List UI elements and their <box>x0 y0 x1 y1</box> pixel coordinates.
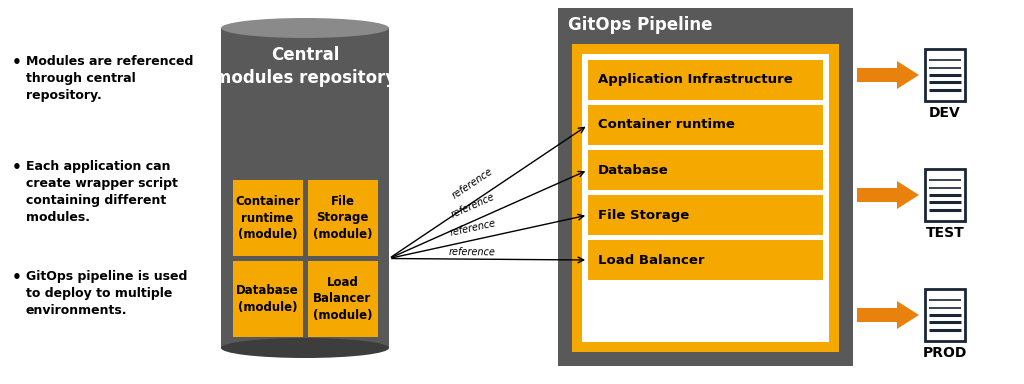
FancyBboxPatch shape <box>307 261 378 337</box>
FancyBboxPatch shape <box>558 8 853 366</box>
FancyBboxPatch shape <box>572 44 839 352</box>
FancyBboxPatch shape <box>925 49 965 101</box>
Text: •: • <box>12 160 22 175</box>
Polygon shape <box>857 301 919 329</box>
FancyBboxPatch shape <box>588 105 823 145</box>
Text: reference: reference <box>450 191 496 219</box>
Text: Load
Balancer
(module): Load Balancer (module) <box>312 276 373 322</box>
FancyBboxPatch shape <box>588 150 823 190</box>
Text: GitOps Pipeline: GitOps Pipeline <box>568 16 713 34</box>
Text: TEST: TEST <box>926 226 965 240</box>
FancyBboxPatch shape <box>588 240 823 280</box>
Text: Load Balancer: Load Balancer <box>598 253 705 266</box>
Text: Database: Database <box>598 164 669 177</box>
Text: •: • <box>12 270 22 285</box>
Polygon shape <box>857 181 919 209</box>
Text: reference: reference <box>449 218 497 238</box>
Text: Each application can
create wrapper script
containing different
modules.: Each application can create wrapper scri… <box>26 160 178 224</box>
Text: Container
runtime
(module): Container runtime (module) <box>234 195 300 241</box>
FancyBboxPatch shape <box>232 180 302 256</box>
FancyBboxPatch shape <box>925 289 965 341</box>
Text: Central
modules repository: Central modules repository <box>214 46 396 87</box>
FancyBboxPatch shape <box>925 169 965 221</box>
Text: Application Infrastructure: Application Infrastructure <box>598 73 793 86</box>
Ellipse shape <box>221 338 389 358</box>
Text: File Storage: File Storage <box>598 209 689 222</box>
Text: reference: reference <box>450 247 496 257</box>
Text: Database
(module): Database (module) <box>237 284 299 314</box>
FancyBboxPatch shape <box>232 261 302 337</box>
Text: GitOps pipeline is used
to deploy to multiple
environments.: GitOps pipeline is used to deploy to mul… <box>26 270 187 317</box>
Ellipse shape <box>221 18 389 38</box>
Text: reference: reference <box>451 166 495 200</box>
FancyBboxPatch shape <box>221 28 389 348</box>
FancyBboxPatch shape <box>588 60 823 100</box>
Text: •: • <box>12 55 22 70</box>
Text: Modules are referenced
through central
repository.: Modules are referenced through central r… <box>26 55 194 102</box>
FancyBboxPatch shape <box>307 180 378 256</box>
Polygon shape <box>857 61 919 89</box>
Text: Container runtime: Container runtime <box>598 119 735 131</box>
FancyBboxPatch shape <box>582 54 829 342</box>
FancyBboxPatch shape <box>588 195 823 235</box>
Text: PROD: PROD <box>923 346 968 360</box>
Text: File
Storage
(module): File Storage (module) <box>312 195 373 241</box>
Text: DEV: DEV <box>929 106 961 120</box>
